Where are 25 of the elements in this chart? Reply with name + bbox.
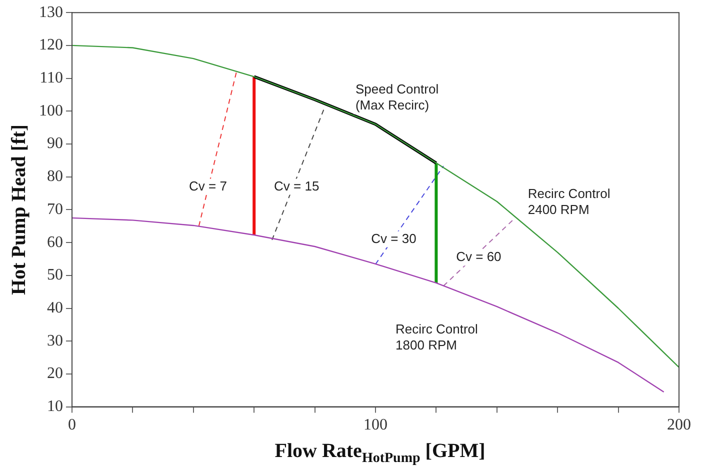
y-tick-label: 20 [47, 365, 63, 382]
annotation: Cv = 15 [274, 178, 320, 194]
y-tick-label: 10 [47, 398, 63, 416]
x-tick-label: 200 [667, 416, 691, 434]
y-tick-label: 50 [47, 266, 63, 284]
annotation: Recirc Control 1800 RPM [396, 321, 478, 352]
y-tick-label: 30 [47, 332, 63, 350]
annotation: Recirc Control 2400 RPM [528, 186, 610, 218]
annotation: Cv = 60 [456, 249, 502, 264]
annotation: Speed Control (Max Recirc) [355, 82, 439, 113]
y-tick-label: 60 [47, 234, 63, 251]
y-tick-label: 110 [40, 70, 63, 87]
y-tick-label: 100 [39, 102, 63, 120]
y-tick-label: 80 [47, 168, 63, 186]
y-tick-label: 120 [39, 36, 63, 54]
x-tick-label: 100 [364, 416, 388, 434]
y-tick-label: 40 [47, 299, 63, 316]
y-tick-label: 90 [47, 135, 63, 152]
y-axis-title: Hot Pump Head [ft] [8, 124, 30, 295]
x-tick-label: 0 [68, 416, 76, 434]
y-tick-label: 70 [47, 200, 63, 218]
x-axis-title: Flow Rate$_{HotPump}$ [GPM] [274, 440, 486, 467]
annotation: Cv = 30 [371, 230, 416, 246]
annotation: Cv = 7 [189, 178, 227, 194]
y-tick-label: 130 [39, 4, 63, 21]
